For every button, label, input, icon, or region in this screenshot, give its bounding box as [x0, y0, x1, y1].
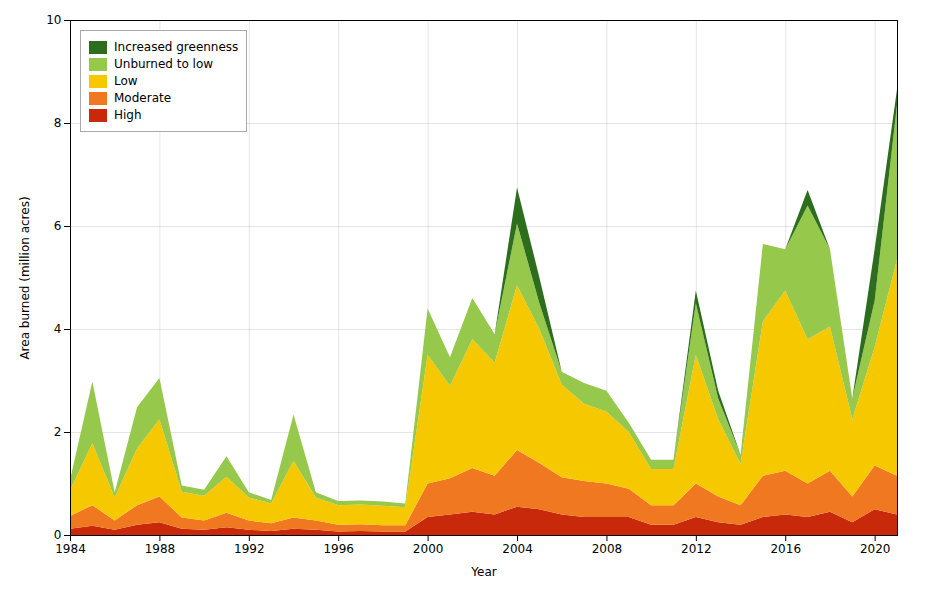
svg-text:2016: 2016 — [770, 542, 801, 556]
svg-text:2008: 2008 — [592, 542, 623, 556]
html-text:Unburned to low: Unburned to low — [114, 57, 214, 71]
svg-text:Area burned (million acres): Area burned (million acres) — [18, 196, 32, 359]
svg-text:2012: 2012 — [681, 542, 712, 556]
svg-text:10: 10 — [46, 13, 61, 27]
html-text:High: High — [114, 108, 142, 122]
svg-text:8: 8 — [54, 116, 62, 130]
svg-text:4: 4 — [54, 322, 62, 336]
svg-text:0: 0 — [54, 528, 62, 542]
html-text:Increased greenness: Increased greenness — [114, 40, 239, 54]
svg-text:2: 2 — [54, 425, 62, 439]
svg-text:1988: 1988 — [145, 542, 176, 556]
svg-text:1996: 1996 — [323, 542, 354, 556]
svg-text:1992: 1992 — [234, 542, 265, 556]
svg-text:6: 6 — [54, 219, 62, 233]
html-text:Moderate: Moderate — [114, 91, 172, 105]
svg-text:2000: 2000 — [413, 542, 444, 556]
svg-text:1984: 1984 — [55, 542, 86, 556]
svg-text:Year: Year — [470, 565, 496, 579]
html-text:Low: Low — [114, 74, 138, 88]
svg-text:2004: 2004 — [502, 542, 533, 556]
svg-text:2020: 2020 — [860, 542, 891, 556]
